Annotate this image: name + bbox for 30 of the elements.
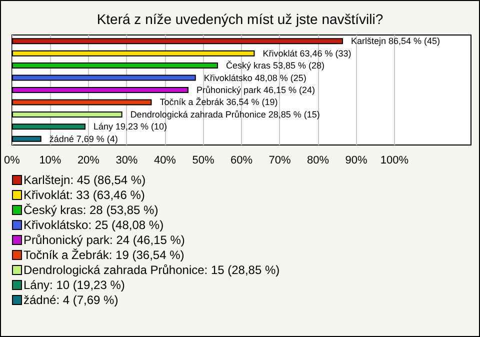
data-label: Křivoklátsko 48,08 % (25) — [204, 72, 306, 83]
x-tick-label: 50% — [192, 154, 214, 166]
legend-label: žádné: 4 (7,69 %) — [24, 293, 118, 307]
x-tick-label: 40% — [154, 154, 176, 166]
x-tick-label: 100% — [380, 154, 409, 166]
legend-label: Průhonický park: 24 (46,15 %) — [24, 233, 185, 247]
x-tick-label: 90% — [345, 154, 368, 166]
x-tick-label: 60% — [230, 154, 253, 166]
legend-label: Karlštejn: 45 (86,54 %) — [24, 173, 146, 187]
chart-title: Která z níže uvedených míst už jste navštívili? — [96, 11, 384, 27]
legend-label: Křivoklát: 33 (63,46 %) — [24, 188, 145, 202]
x-tick-label: 10% — [39, 154, 62, 166]
legend-label: Točník a Žebrák: 19 (36,54 %) — [24, 248, 184, 262]
x-tick-label: 30% — [116, 154, 138, 166]
data-label: Lány 19,23 % (10) — [94, 122, 168, 132]
data-label: Český kras 53,85 % (28) — [226, 60, 324, 71]
data-label: Křivoklát 63,46 % (33) — [262, 48, 352, 58]
x-tick-label: 0% — [4, 154, 20, 166]
data-label: Točník a Žebrák 36,54 % (19) — [160, 97, 278, 108]
x-tick-label: 70% — [268, 154, 291, 166]
data-label: Dendrologická zahrada Průhonice 28,85 % (15) — [130, 109, 320, 120]
data-label: Průhonický park 46,15 % (24) — [196, 85, 316, 95]
data-label: žádné 7,69 % (4) — [49, 134, 118, 144]
data-label: Karlštejn 86,54 % (45) — [351, 36, 440, 46]
legend-label: Český kras: 28 (53,85 %) — [24, 203, 158, 217]
legend-label: Křivoklátsko: 25 (48,08 %) — [24, 218, 164, 232]
x-tick-label: 20% — [77, 154, 100, 166]
legend-label: Dendrologická zahrada Průhonice: 15 (28,85 %) — [24, 263, 280, 277]
legend-label: Lány: 10 (19,23 %) — [24, 278, 125, 292]
x-tick-label: 80% — [306, 154, 330, 166]
